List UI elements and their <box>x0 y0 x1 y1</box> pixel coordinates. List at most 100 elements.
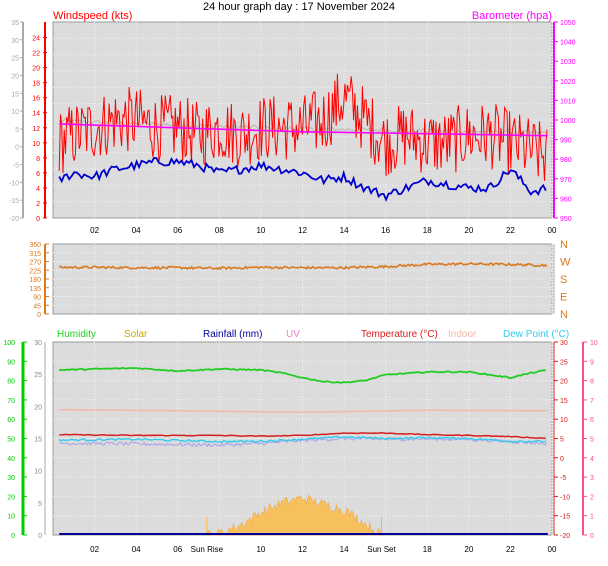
compass-label: S <box>560 274 567 286</box>
barometer-tick-label: 980 <box>560 157 572 164</box>
direction-tick-label: 315 <box>29 251 41 258</box>
wind-outer-tick-label: -15 <box>9 198 19 205</box>
uv-tick-label: 4 <box>590 456 594 463</box>
humidity-tick-label: 0 <box>11 533 15 540</box>
barometer-line <box>59 123 548 137</box>
solar-area <box>206 495 382 536</box>
temp-x-tick-label: 12 <box>298 545 307 554</box>
wind-outer-tick-label: 0 <box>15 145 19 152</box>
legend-entry: Temperature (°C) <box>361 329 438 340</box>
barometer-tick-label: 970 <box>560 177 572 184</box>
uv-tick-label: 9 <box>590 359 594 366</box>
barometer-tick-label: 1020 <box>560 79 576 86</box>
wind-outer-tick-label: 35 <box>11 20 19 27</box>
sun-set-label: Sun Set <box>367 545 396 554</box>
barometer-axis-title: Barometer (hpa) <box>472 10 552 22</box>
temp-x-tick-label: 00 <box>548 545 557 554</box>
legend-entry: Rainfall (mm) <box>203 329 262 340</box>
uv-tick-label: 8 <box>590 379 594 386</box>
solar-tick-label: 20 <box>34 404 42 411</box>
legend-entry: Solar <box>124 329 148 340</box>
windspeed-tick-label: 24 <box>32 36 40 43</box>
uv-tick-label: 3 <box>590 475 594 482</box>
wind-x-tick-label: 22 <box>506 226 515 235</box>
barometer-tick-label: 1050 <box>560 20 576 27</box>
temp-x-tick-label: 04 <box>132 545 141 554</box>
temperature-tick-label: -20 <box>560 533 570 540</box>
wind-outer-tick-label: -5 <box>13 163 19 170</box>
windspeed-axis-title: Windspeed (kts) <box>53 10 132 22</box>
wind-x-tick-label: 08 <box>215 226 224 235</box>
uv-tick-label: 10 <box>590 340 598 347</box>
barometer-tick-label: 1000 <box>560 118 576 125</box>
direction-tick-label: 90 <box>33 295 41 302</box>
barometer-tick-label: 950 <box>560 216 572 223</box>
humidity-tick-label: 80 <box>7 379 15 386</box>
wind-outer-tick-label: -20 <box>9 216 19 223</box>
wind-outer-tick-label: 15 <box>11 91 19 98</box>
temp-x-tick-label: 18 <box>423 545 432 554</box>
wind-x-tick-label: 00 <box>548 226 557 235</box>
wind-x-tick-label: 16 <box>381 226 390 235</box>
temperature-tick-label: -10 <box>560 494 570 501</box>
temperature-tick-label: -5 <box>560 475 566 482</box>
wind-outer-tick-label: 25 <box>11 56 19 63</box>
uv-tick-label: 1 <box>590 514 594 521</box>
dew-point-line <box>58 435 547 444</box>
temp-x-tick-label: 10 <box>256 545 265 554</box>
wind-x-tick-label: 12 <box>298 226 307 235</box>
windspeed-tick-label: 6 <box>36 171 40 178</box>
temp-x-tick-label: 20 <box>464 545 473 554</box>
direction-tick-label: 225 <box>29 268 41 275</box>
temperature-line <box>59 432 546 440</box>
legend-entry: Humidity <box>57 329 96 340</box>
temperature-tick-label: 30 <box>560 340 568 347</box>
windspeed-average-line <box>58 156 547 202</box>
windspeed-tick-label: 10 <box>32 141 40 148</box>
wind-x-tick-label: 04 <box>132 226 141 235</box>
wind-x-tick-label: 18 <box>423 226 432 235</box>
compass-label: N <box>560 239 568 251</box>
direction-tick-label: 135 <box>29 286 41 293</box>
direction-tick-label: 270 <box>29 260 41 267</box>
humidity-tick-label: 60 <box>7 417 15 424</box>
solar-tick-label: 5 <box>38 501 42 508</box>
windspeed-tick-label: 8 <box>36 156 40 163</box>
uv-tick-label: 0 <box>590 533 594 540</box>
uv-tick-label: 6 <box>590 417 594 424</box>
legend-entry: Indoor <box>448 329 477 340</box>
solar-tick-label: 0 <box>38 533 42 540</box>
wind-outer-tick-label: 10 <box>11 109 19 116</box>
uv-tick-label: 5 <box>590 437 594 444</box>
windspeed-tick-label: 22 <box>32 51 40 58</box>
windspeed-tick-label: 16 <box>32 96 40 103</box>
windspeed-tick-label: 12 <box>32 126 40 133</box>
direction-tick-label: 180 <box>29 277 41 284</box>
compass-label: W <box>560 257 571 269</box>
temperature-humidity-panel: Humidity Solar Rainfall (mm) UV Temperature … <box>3 329 598 554</box>
compass-label: E <box>560 292 567 304</box>
windspeed-gust-line <box>58 73 548 182</box>
temp-x-tick-label: 14 <box>340 545 349 554</box>
barometer-tick-label: 1010 <box>560 98 576 105</box>
wind-x-tick-label: 14 <box>340 226 349 235</box>
solar-tick-label: 30 <box>34 340 42 347</box>
temperature-tick-label: 15 <box>560 398 568 405</box>
humidity-tick-label: 30 <box>7 475 15 482</box>
temperature-tick-label: 25 <box>560 359 568 366</box>
humidity-tick-label: 100 <box>3 340 15 347</box>
temperature-tick-label: 10 <box>560 417 568 424</box>
humidity-tick-label: 20 <box>7 494 15 501</box>
wind-direction-line <box>58 261 548 271</box>
windspeed-tick-label: 14 <box>32 111 40 118</box>
direction-tick-label: 0 <box>37 312 41 319</box>
windspeed-tick-label: 2 <box>36 201 40 208</box>
wind-barometer-panel: Windspeed (kts) Barometer (hpa)3530252015… <box>9 10 576 235</box>
legend-entry: UV <box>286 329 300 340</box>
humidity-tick-label: 90 <box>7 359 15 366</box>
direction-tick-label: 360 <box>29 242 41 249</box>
wind-x-tick-label: 10 <box>256 226 265 235</box>
